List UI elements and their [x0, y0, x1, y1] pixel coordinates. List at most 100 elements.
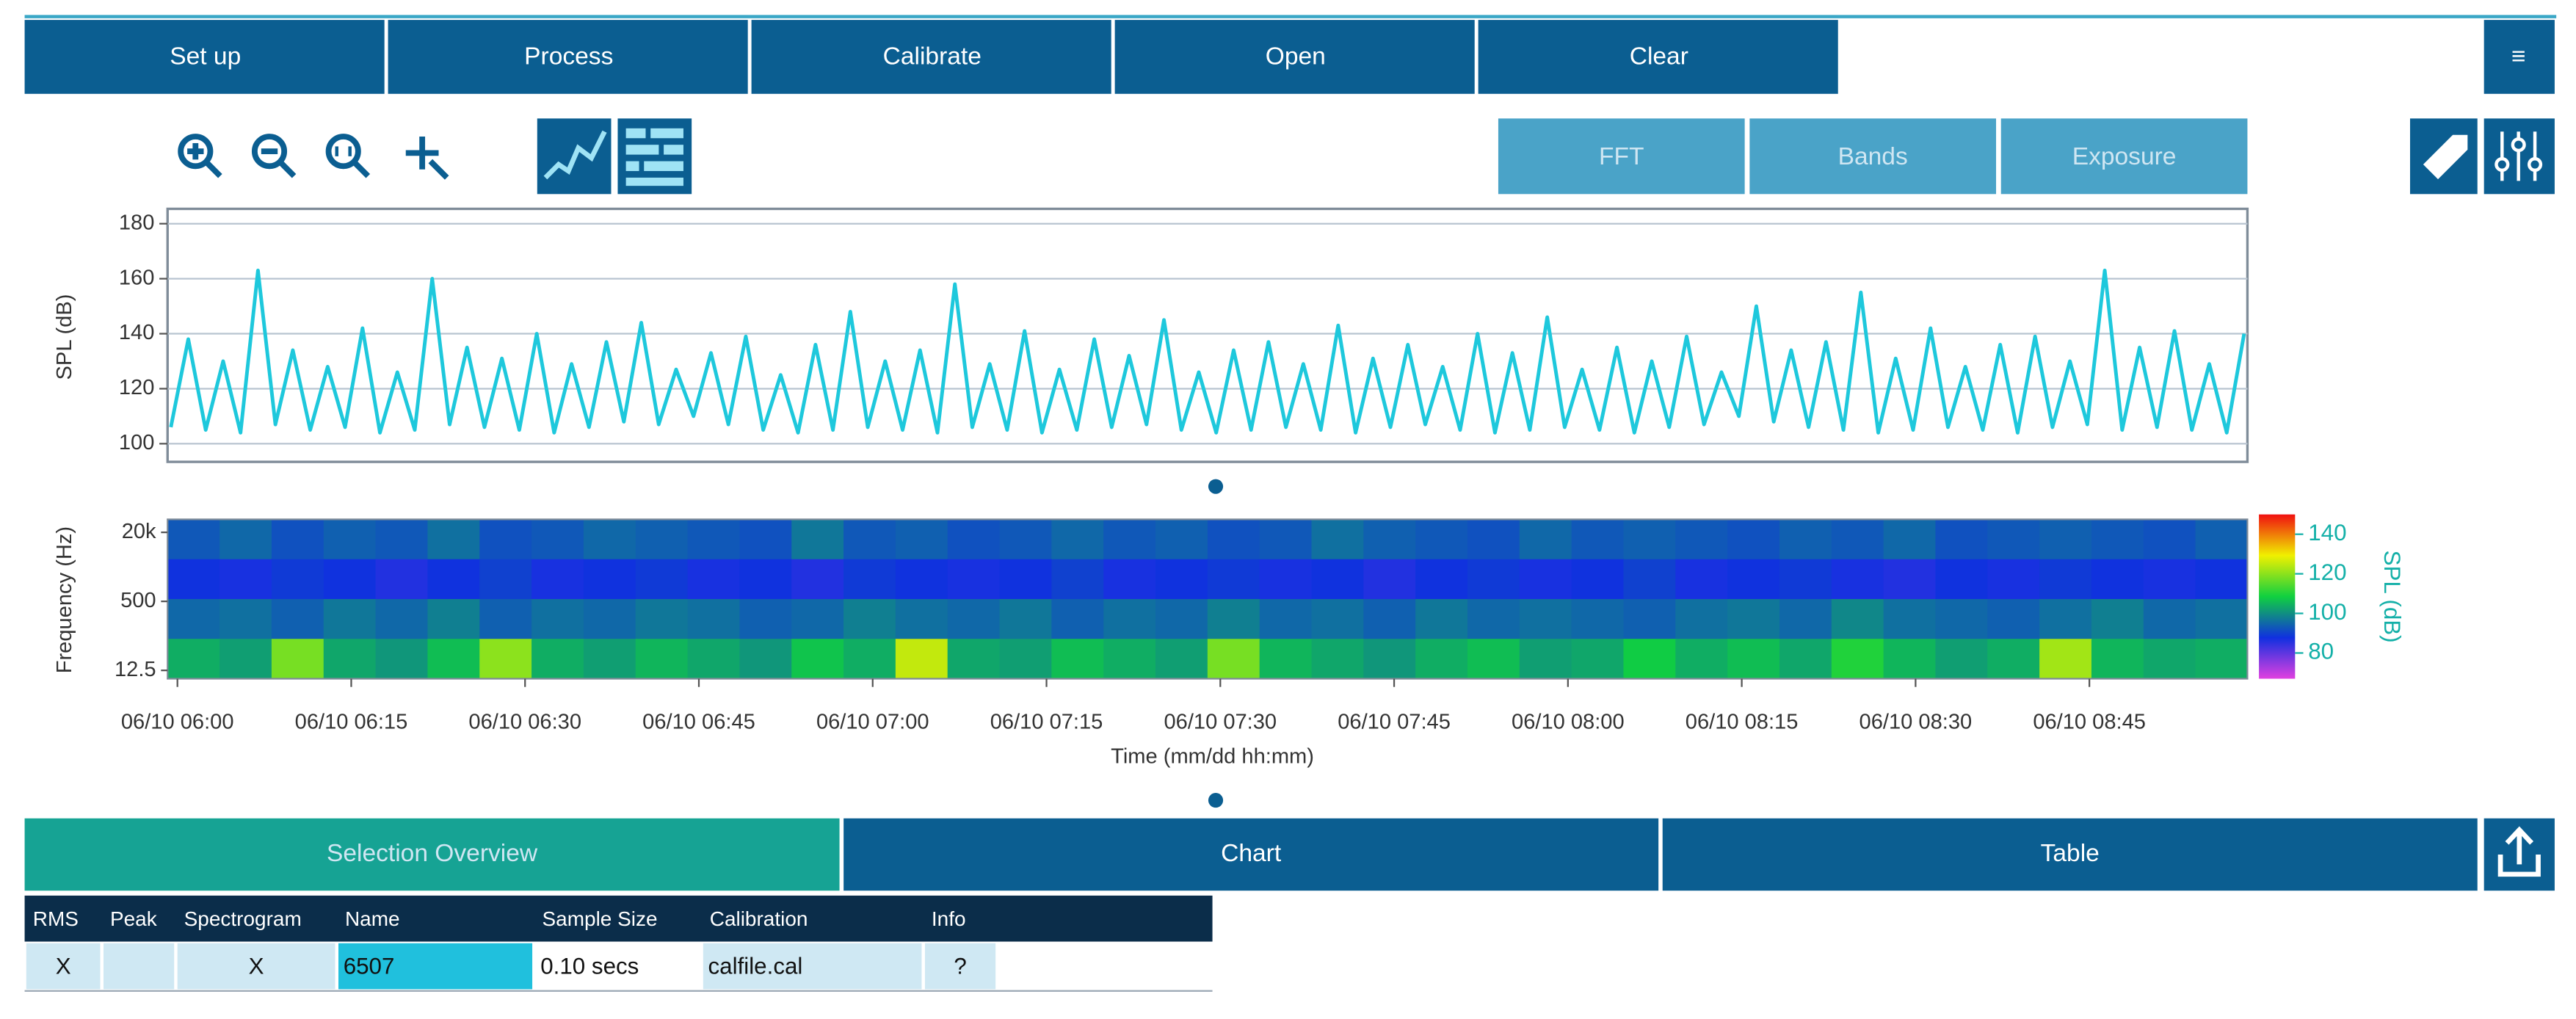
spectrogram-cell — [1779, 519, 1832, 560]
x-axis-label: Time (mm/dd hh:mm) — [1111, 745, 1314, 769]
x-tick-label: 06/10 06:30 — [468, 711, 581, 734]
zoom-out[interactable] — [251, 134, 297, 178]
splitter-handle[interactable] — [1208, 479, 1224, 494]
column-header: Info — [932, 907, 966, 930]
spectrogram-cell — [1103, 639, 1156, 680]
spectrogram-cell — [791, 598, 844, 640]
spectrogram-cell — [1675, 598, 1729, 640]
spectrogram-cell — [1831, 519, 1884, 560]
x-tick-label: 06/10 06:00 — [121, 711, 234, 734]
spectrogram-cell — [739, 639, 793, 680]
y-tick-label: 160 — [119, 266, 155, 289]
table-cell — [177, 943, 335, 990]
colorbar-tick-label: 80 — [2308, 639, 2334, 664]
spectrogram-cell — [583, 598, 636, 640]
view-tab-label: Bands — [1838, 143, 1908, 170]
spectrogram-cell — [1051, 559, 1105, 600]
table-cell — [338, 943, 533, 990]
toolbar-button[interactable] — [1114, 20, 1475, 94]
x-tick-label: 06/10 08:30 — [1860, 711, 1973, 734]
colorbar-label: SPL (dB) — [2379, 551, 2405, 643]
column-header: Calibration — [710, 907, 808, 930]
spectrogram-cell — [2091, 598, 2144, 640]
spectrogram-cell — [1831, 639, 1884, 680]
spectrogram-cell — [1935, 559, 1989, 600]
spectrogram-cell — [2039, 519, 2092, 560]
spectrogram-cell — [999, 598, 1053, 640]
view-tab[interactable] — [1498, 118, 1745, 195]
zoom-reset[interactable] — [325, 134, 371, 178]
toolbar-button[interactable] — [388, 20, 748, 94]
spectrogram-cell — [1987, 598, 2041, 640]
cell-text: X — [56, 954, 71, 979]
spectrogram-cell — [323, 559, 377, 600]
y-tick-label: 100 — [119, 431, 155, 454]
bottom-tab[interactable] — [1662, 818, 2478, 891]
x-tick-label: 06/10 06:15 — [295, 711, 408, 734]
spectrogram-cell — [791, 639, 844, 680]
spectrogram-cell — [531, 639, 584, 680]
spectrogram-cell — [1051, 639, 1105, 680]
colorbar-tick-label: 140 — [2308, 520, 2346, 545]
spectrogram-cell — [583, 559, 636, 600]
spectrogram-cell — [2195, 639, 2249, 680]
cell-text: X — [249, 954, 264, 979]
spectrogram-frame — [167, 518, 2249, 680]
toolbar-button-label: Calibrate — [883, 43, 982, 70]
spectrogram-cell — [1259, 598, 1313, 640]
spectrogram-cell — [531, 598, 584, 640]
zoom-in[interactable] — [178, 134, 222, 178]
spectrogram-cell — [1831, 559, 1884, 600]
spectrogram-cell — [635, 639, 689, 680]
spectrogram-cell — [1883, 639, 1937, 680]
spectrogram-cell — [1415, 519, 1468, 560]
cell-text: calfile.cal — [708, 954, 803, 979]
toolbar-button[interactable] — [1478, 20, 1838, 94]
spectrogram-cell — [1623, 598, 1677, 640]
spectrogram-cell — [1727, 598, 1780, 640]
cell-text: ? — [954, 954, 966, 979]
spectrogram-cell — [271, 519, 324, 560]
export-icon — [2497, 826, 2541, 877]
spectrogram-cell — [1363, 639, 1417, 680]
toolbar-button-label: Process — [524, 43, 613, 70]
spectrogram-cell — [739, 559, 793, 600]
spectrogram-cell — [1519, 639, 1572, 680]
spectrogram-cell — [2143, 598, 2196, 640]
toolbar-button[interactable] — [24, 20, 385, 94]
view-tab-label: Exposure — [2072, 143, 2177, 170]
spectrogram-cell — [271, 559, 324, 600]
spectrogram-cell — [999, 519, 1053, 560]
pan[interactable] — [405, 137, 449, 180]
spectrogram-cell — [1311, 519, 1365, 560]
colorbar — [2259, 514, 2296, 679]
toolbar-button[interactable] — [751, 20, 1111, 94]
y-tick-label: 140 — [119, 321, 155, 344]
bottom-tab[interactable] — [24, 818, 840, 891]
splitter-handle[interactable] — [1208, 793, 1224, 808]
spectrogram-cell — [1779, 559, 1832, 600]
cell-text: 6507 — [344, 954, 395, 979]
menu-button[interactable] — [2484, 20, 2555, 94]
spectrogram-cell — [1987, 559, 2041, 600]
bottom-tab-label: Chart — [1221, 840, 1282, 867]
settings-icon — [2495, 131, 2543, 181]
spectrogram-cell — [1415, 598, 1468, 640]
spectrogram-cell — [1831, 598, 1884, 640]
view-tab[interactable] — [1749, 118, 1997, 195]
spectrogram-cell — [1623, 519, 1677, 560]
spectrogram-cell — [1103, 559, 1156, 600]
spectrogram-cell — [271, 598, 324, 640]
spectrogram-cell — [1051, 519, 1105, 560]
spectrogram-cell — [1727, 519, 1780, 560]
view-tab[interactable] — [2000, 118, 2248, 195]
menu-icon: ≡ — [2511, 43, 2526, 70]
colorbar-tick-label: 100 — [2308, 599, 2346, 625]
spectrogram-cell — [1207, 559, 1260, 600]
spectrogram-cell — [2195, 559, 2249, 600]
spectrogram-cell — [999, 559, 1053, 600]
spectrogram-cell — [375, 598, 429, 640]
spectrogram-cell — [1935, 639, 1989, 680]
bottom-tab[interactable] — [843, 818, 1659, 891]
spectrogram-cell — [167, 559, 220, 600]
